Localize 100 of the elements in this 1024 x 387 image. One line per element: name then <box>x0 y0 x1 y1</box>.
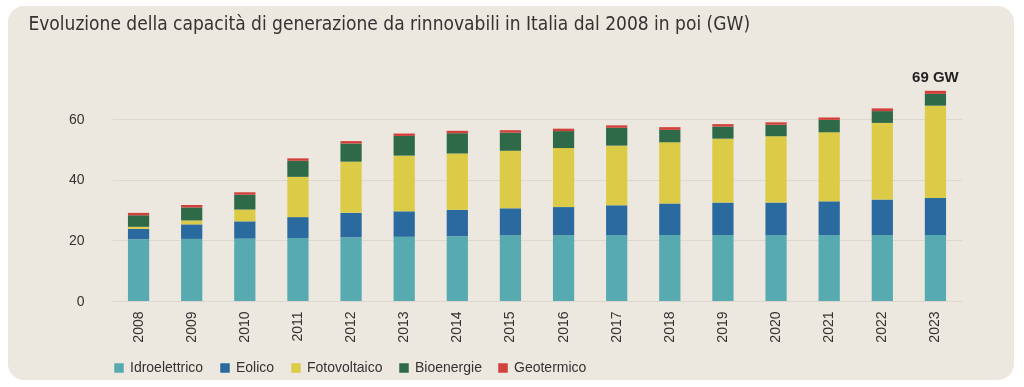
x-tick-label: 2021 <box>820 311 837 343</box>
bar <box>659 129 681 143</box>
bar <box>127 226 150 229</box>
bar <box>606 205 628 236</box>
bar <box>659 142 681 204</box>
bar <box>552 207 575 236</box>
x-tick-label: 2014 <box>448 311 465 343</box>
legend-label: Eolico <box>236 359 275 375</box>
bar <box>340 161 362 213</box>
bar <box>659 127 681 130</box>
bar <box>287 158 309 161</box>
bar <box>818 132 840 202</box>
bar <box>871 199 893 235</box>
bar <box>924 93 947 106</box>
bar <box>765 136 787 203</box>
y-tick-label: 20 <box>68 231 85 248</box>
bar <box>234 238 256 301</box>
x-tick-label: 2011 <box>288 311 305 342</box>
bar <box>234 192 256 195</box>
bar <box>765 124 787 137</box>
bar <box>871 122 893 200</box>
bar <box>606 235 628 301</box>
bar <box>606 145 628 206</box>
bar <box>181 207 203 221</box>
x-tick-label: 2015 <box>501 311 518 343</box>
bar <box>765 202 787 236</box>
bar <box>234 221 256 239</box>
bar <box>552 148 575 208</box>
bar <box>181 238 203 301</box>
x-tick-label: 2012 <box>342 311 359 343</box>
bar <box>287 160 309 177</box>
bar <box>871 234 893 301</box>
bar <box>924 105 947 199</box>
bar <box>765 122 787 125</box>
bar <box>181 224 203 239</box>
bar <box>924 90 947 94</box>
x-tick-label: 2017 <box>607 311 624 343</box>
bar <box>818 235 840 301</box>
bar <box>234 194 256 210</box>
x-tick-label: 2020 <box>767 311 784 343</box>
bar <box>446 153 468 210</box>
bar <box>340 212 362 238</box>
y-tick-label: 60 <box>68 110 85 127</box>
bar <box>287 217 309 239</box>
bar <box>393 236 415 301</box>
bar <box>499 208 522 236</box>
bar <box>924 234 947 301</box>
bar <box>924 198 947 235</box>
bar <box>606 127 628 146</box>
bar <box>287 176 309 218</box>
legend-label: Idroelettrico <box>130 359 204 375</box>
bar <box>499 150 522 209</box>
annotation: 69 GW <box>912 67 960 85</box>
bar <box>393 155 415 212</box>
y-tick-label: 40 <box>68 171 85 188</box>
bar <box>499 235 522 301</box>
y-tick-label: 0 <box>76 292 85 309</box>
bar <box>765 235 787 301</box>
bar <box>340 141 362 144</box>
bar <box>659 203 681 235</box>
bar <box>659 234 681 301</box>
x-tick-label: 2008 <box>129 311 146 343</box>
x-tick-label: 2016 <box>554 311 571 343</box>
bar <box>871 108 893 112</box>
legend-label: Geotermico <box>514 359 587 375</box>
bar <box>552 131 575 149</box>
bar <box>340 143 362 162</box>
bar <box>712 234 734 301</box>
bar <box>287 238 309 301</box>
x-tick-label: 2023 <box>926 311 943 343</box>
bar <box>818 117 840 120</box>
bar <box>552 235 575 301</box>
bar <box>393 135 415 156</box>
bar <box>499 130 522 133</box>
bar <box>446 209 468 237</box>
x-tick-label: 2022 <box>873 311 890 343</box>
x-tick-label: 2018 <box>660 311 677 343</box>
bar <box>393 211 415 237</box>
x-tick-label: 2010 <box>235 311 252 343</box>
chart-title: Evoluzione della capacità di generazione da rinnovabili in Italia dal 2008 in poi (GW) <box>28 11 751 34</box>
x-tick-label: 2019 <box>713 311 730 343</box>
legend-label: Fotovoltaico <box>307 359 383 375</box>
bar <box>712 124 734 127</box>
bar <box>712 126 734 139</box>
bar <box>818 201 840 236</box>
bar <box>446 133 468 154</box>
bar <box>712 202 734 235</box>
legend-label: Bioenergie <box>415 359 483 375</box>
bar <box>446 236 468 301</box>
bar <box>606 125 628 128</box>
x-tick-label: 2009 <box>182 311 199 343</box>
bar <box>127 228 150 240</box>
bar <box>712 138 734 203</box>
bar <box>181 220 203 225</box>
bar <box>127 215 150 227</box>
bar <box>871 111 893 123</box>
bar <box>340 237 362 301</box>
bar <box>234 209 256 222</box>
bar <box>818 119 840 133</box>
x-tick-label: 2013 <box>395 311 412 343</box>
